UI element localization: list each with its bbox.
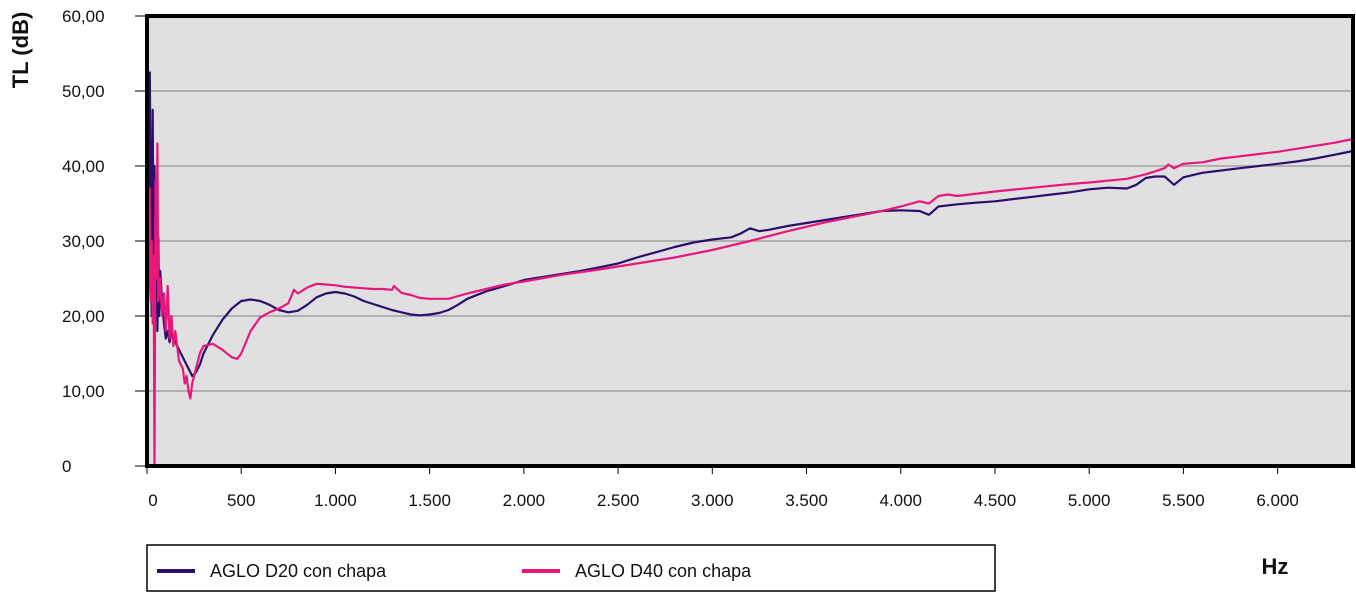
- y-axis-title: TL (dB): [8, 12, 33, 89]
- x-tick-label: 1.000: [314, 491, 357, 510]
- legend-label: AGLO D20 con chapa: [210, 561, 387, 581]
- x-tick-label: 500: [227, 491, 255, 510]
- legend-label: AGLO D40 con chapa: [575, 561, 752, 581]
- y-tick-label: 10,00: [62, 382, 105, 401]
- legend-box: [146, 544, 996, 592]
- x-tick-label: 3.000: [691, 491, 734, 510]
- y-tick-label: 60,00: [62, 7, 105, 26]
- y-tick-label: 30,00: [62, 232, 105, 251]
- x-tick-label: 1.500: [408, 491, 451, 510]
- x-tick-label: 0: [148, 491, 157, 510]
- x-tick-label: 2.000: [503, 491, 546, 510]
- x-tick-label: 5.500: [1162, 491, 1205, 510]
- x-tick-label: 5.000: [1068, 491, 1111, 510]
- legend: AGLO D20 con chapa AGLO D40 con chapa: [146, 544, 996, 592]
- y-tick-label: 50,00: [62, 82, 105, 101]
- x-tick-label: 2.500: [597, 491, 640, 510]
- x-axis-title: Hz: [1262, 554, 1289, 579]
- series-line-aglo-d20-con-chapa: [145, 71, 1354, 414]
- x-tick-label: 4.500: [974, 491, 1017, 510]
- x-tick-label: 3.500: [785, 491, 828, 510]
- x-axis-ticks: 0 500 1.000 1.500 2.000 2.500 3.000 3.500 4.000 4…: [146, 466, 1299, 510]
- y-axis-ticks: 0 10,00 20,00 30,00 40,00 50,00 60,00: [62, 7, 147, 476]
- series-lines: [145, 71, 1354, 468]
- x-tick-label: 6.000: [1256, 491, 1299, 510]
- y-tick-label: 0: [62, 457, 71, 476]
- y-tick-label: 20,00: [62, 307, 105, 326]
- series-line-aglo-d40-con-chapa: [145, 137, 1354, 468]
- x-tick-label: 4.000: [879, 491, 922, 510]
- y-tick-label: 40,00: [62, 157, 105, 176]
